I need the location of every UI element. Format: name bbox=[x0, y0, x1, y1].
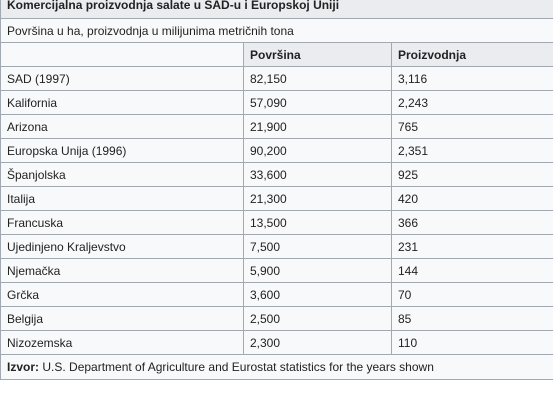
cell-area: 21,900 bbox=[243, 114, 392, 139]
column-header-area: Površina bbox=[243, 42, 392, 67]
cell-production: 925 bbox=[390, 162, 553, 187]
cell-production: 366 bbox=[390, 210, 553, 235]
lettuce-production-table: Komercijalna proizvodnja salate u SAD-u … bbox=[0, 0, 553, 380]
cell-area: 2,500 bbox=[243, 306, 392, 331]
cell-production: 144 bbox=[390, 258, 553, 283]
table-wrapper: Komercijalna proizvodnja salate u SAD-u … bbox=[0, 0, 553, 380]
cell-production: 420 bbox=[390, 186, 553, 211]
caption-row: Komercijalna proizvodnja salate u SAD-u … bbox=[0, 0, 553, 19]
column-header-row: Površina Proizvodnja bbox=[0, 42, 553, 67]
cell-area: 3,600 bbox=[243, 282, 392, 307]
cell-name: SAD (1997) bbox=[0, 66, 244, 91]
cell-area: 13,500 bbox=[243, 210, 392, 235]
table-caption: Komercijalna proizvodnja salate u SAD-u … bbox=[0, 0, 553, 19]
table-row: Španjolska 33,600 925 bbox=[0, 162, 553, 187]
table-row: Nizozemska 2,300 110 bbox=[0, 330, 553, 355]
table-row: Njemačka 5,900 144 bbox=[0, 258, 553, 283]
table-row: Grčka 3,600 70 bbox=[0, 282, 553, 307]
cell-area: 33,600 bbox=[243, 162, 392, 187]
cell-production: 2,243 bbox=[390, 90, 553, 115]
cell-name: Italija bbox=[0, 186, 244, 211]
table-row: Italija 21,300 420 bbox=[0, 186, 553, 211]
cell-production: 85 bbox=[390, 306, 553, 331]
source-text: U.S. Department of Agriculture and Euros… bbox=[39, 360, 434, 374]
table-row: SAD (1997) 82,150 3,116 bbox=[0, 66, 553, 91]
subtitle-row: Površina u ha, proizvodnja u milijunima … bbox=[0, 18, 553, 43]
cell-production: 231 bbox=[390, 234, 553, 259]
cell-name: Njemačka bbox=[0, 258, 244, 283]
cell-name: Europska Unija (1996) bbox=[0, 138, 244, 163]
cell-name: Grčka bbox=[0, 282, 244, 307]
cell-production: 2,351 bbox=[390, 138, 553, 163]
cell-production: 3,116 bbox=[390, 66, 553, 91]
cell-name: Ujedinjeno Kraljevstvo bbox=[0, 234, 244, 259]
cell-production: 110 bbox=[390, 330, 553, 355]
table-row: Arizona 21,900 765 bbox=[0, 114, 553, 139]
cell-name: Nizozemska bbox=[0, 330, 244, 355]
table-subtitle: Površina u ha, proizvodnja u milijunima … bbox=[0, 18, 553, 43]
cell-area: 90,200 bbox=[243, 138, 392, 163]
source-note: Izvor: U.S. Department of Agriculture an… bbox=[0, 354, 553, 380]
source-label: Izvor: bbox=[7, 360, 40, 374]
column-header-production: Proizvodnja bbox=[390, 42, 553, 67]
column-header-blank bbox=[0, 42, 244, 67]
cell-area: 5,900 bbox=[243, 258, 392, 283]
cell-area: 57,090 bbox=[243, 90, 392, 115]
table-row: Belgija 2,500 85 bbox=[0, 306, 553, 331]
table-row: Francuska 13,500 366 bbox=[0, 210, 553, 235]
cell-area: 7,500 bbox=[243, 234, 392, 259]
cell-name: Španjolska bbox=[0, 162, 244, 187]
cell-area: 21,300 bbox=[243, 186, 392, 211]
cell-name: Belgija bbox=[0, 306, 244, 331]
cell-area: 2,300 bbox=[243, 330, 392, 355]
cell-name: Arizona bbox=[0, 114, 244, 139]
cell-production: 765 bbox=[390, 114, 553, 139]
table-row: Ujedinjeno Kraljevstvo 7,500 231 bbox=[0, 234, 553, 259]
table-row: Kalifornia 57,090 2,243 bbox=[0, 90, 553, 115]
source-row: Izvor: U.S. Department of Agriculture an… bbox=[0, 354, 553, 380]
table-row: Europska Unija (1996) 90,200 2,351 bbox=[0, 138, 553, 163]
cell-production: 70 bbox=[390, 282, 553, 307]
cell-name: Kalifornia bbox=[0, 90, 244, 115]
cell-name: Francuska bbox=[0, 210, 244, 235]
cell-area: 82,150 bbox=[243, 66, 392, 91]
